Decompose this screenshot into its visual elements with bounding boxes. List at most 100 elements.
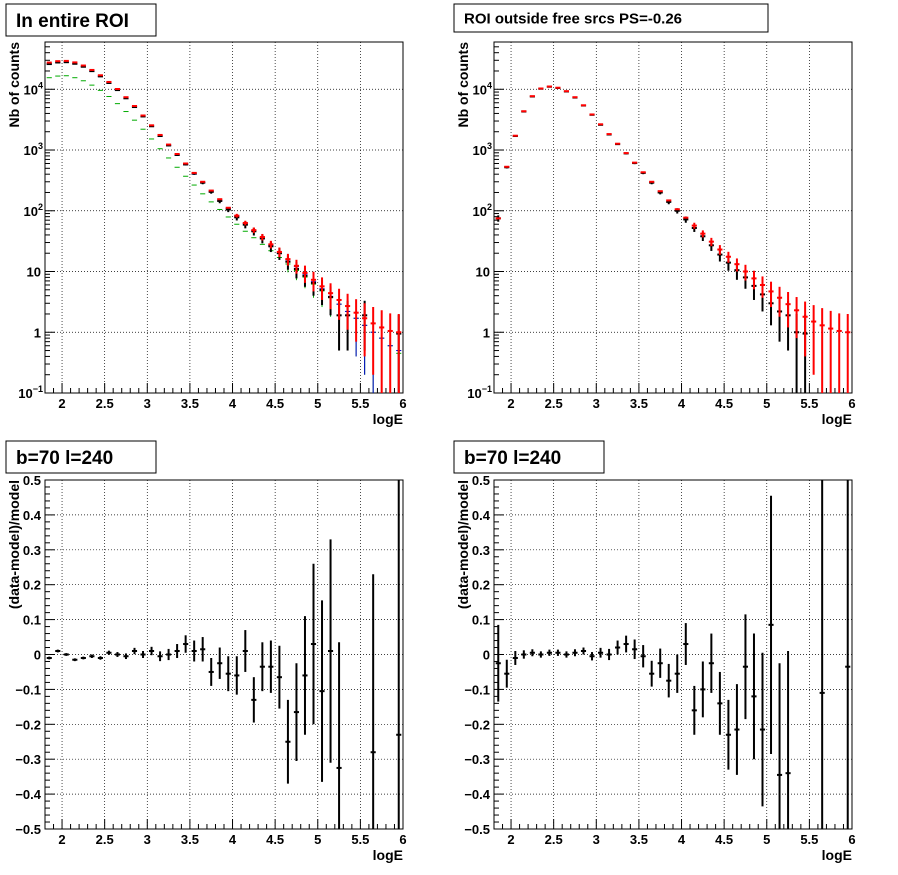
chart-title: b=70 l=240 [16, 448, 113, 469]
x-tick-label: 6 [848, 396, 855, 411]
data-point [538, 651, 544, 658]
x-tick-label: 2.5 [545, 832, 563, 847]
data-point [700, 661, 706, 718]
data-point [700, 230, 706, 238]
y-axis-label: (data-model)/model [455, 480, 471, 609]
data-point [183, 635, 189, 653]
y-tick-label: −0.3 [464, 752, 490, 767]
series-3 [46, 61, 402, 393]
data-point [268, 640, 274, 693]
data-point [802, 301, 808, 357]
data-point [734, 684, 740, 775]
x-axis: 2 2.5 3 3.5 4 4.5 5 5.5 6 [493, 383, 856, 411]
y-tick-label: 0.4 [472, 508, 491, 523]
y-tick-label: 1 [34, 325, 41, 340]
y-tick-label: 0.1 [23, 613, 41, 628]
x-tick-label: 3 [593, 396, 600, 411]
gridlines [494, 42, 853, 394]
y-tick-label: −0.5 [464, 822, 490, 837]
data-point [157, 651, 163, 662]
x-tick-label: 3.5 [630, 396, 648, 411]
data-point [734, 258, 740, 272]
x-tick-label: 5 [314, 396, 321, 411]
y-tick-label: −0.2 [15, 717, 41, 732]
data-point [242, 630, 248, 672]
data-point [606, 648, 612, 661]
data-point [131, 647, 138, 655]
plot-frame [493, 41, 853, 394]
data-point [529, 649, 535, 657]
y-tick-label: 0.5 [472, 473, 490, 488]
data-point [285, 253, 291, 266]
data-point [370, 307, 376, 375]
data-point [319, 600, 325, 782]
gridlines [45, 479, 404, 830]
x-tick-label: 5.5 [351, 396, 369, 411]
data-point [495, 624, 501, 702]
data-point [768, 495, 774, 754]
y-tick-label: −0.5 [15, 822, 41, 837]
data-point [546, 649, 552, 656]
data-point [234, 656, 240, 695]
chart-title: b=70 l=240 [464, 448, 561, 469]
y-tick-label: 0.5 [23, 473, 41, 488]
data-point [657, 648, 663, 678]
data-point [589, 652, 595, 661]
data-point [759, 652, 766, 807]
x-tick-label: 4.5 [266, 832, 284, 847]
data-point [80, 656, 86, 660]
x-tick-label: 2 [58, 832, 65, 847]
y-axis-label: Nb of counts [6, 42, 22, 128]
data-point [751, 270, 757, 290]
x-tick-label: 5 [763, 832, 770, 847]
title-box: b=70 l=240 [5, 440, 157, 474]
gridlines [45, 42, 404, 394]
chart-panel-4: 2 2.5 3 3.5 4 4.5 5 5.5 6 −0.5 −0.4 −0.3 −0.2 −0.1 0 0.… [453, 440, 856, 863]
x-tick-label: 4.5 [266, 396, 284, 411]
data-point [768, 281, 774, 308]
data-point [666, 663, 672, 698]
data-point [97, 656, 103, 660]
y-tick-label: −0.2 [464, 717, 490, 732]
data-point [336, 288, 342, 320]
x-axis: 2 2.5 3 3.5 4 4.5 5 5.5 6 [44, 383, 407, 411]
data-point [683, 623, 689, 665]
data-point [63, 653, 69, 656]
x-tick-label: 3.5 [181, 396, 199, 411]
series-4 [46, 59, 402, 393]
data-point [379, 310, 385, 393]
data-point [310, 563, 317, 725]
data-point [572, 649, 578, 657]
data-point [200, 637, 206, 662]
y-tick-label: 0 [483, 648, 490, 663]
data-point [836, 313, 842, 393]
y-tick-label: 0.3 [23, 543, 41, 558]
data-point [302, 265, 308, 283]
x-axis-label: logE [822, 411, 852, 427]
y-tick-label: 10−1 [18, 384, 43, 401]
data-point [521, 650, 527, 659]
title-frame [453, 440, 605, 474]
x-tick-label: 2.5 [96, 832, 114, 847]
data-point [640, 645, 646, 668]
x-tick-label: 6 [848, 832, 855, 847]
data-point [234, 213, 240, 218]
x-tick-label: 5 [314, 832, 321, 847]
data-point [285, 699, 291, 784]
y-tick-label: 102 [473, 202, 492, 219]
data-point [166, 648, 172, 661]
data-point [776, 663, 783, 829]
y-axis: 10−1 1 10 102 103 104 [467, 41, 504, 401]
data-layer [46, 480, 402, 829]
x-tick-label: 3 [593, 832, 600, 847]
x-tick-label: 2 [507, 832, 514, 847]
data-point [387, 313, 393, 393]
y-tick-label: 0.1 [472, 613, 490, 628]
data-point [819, 480, 825, 829]
chart-panel-2: 2 2.5 3 3.5 4 4.5 5 5.5 6 10−1 1 10 102 103 104 logE Nb … [453, 3, 856, 427]
data-point [242, 220, 248, 226]
data-point [208, 657, 214, 686]
data-point [106, 650, 112, 655]
data-point [293, 663, 300, 761]
